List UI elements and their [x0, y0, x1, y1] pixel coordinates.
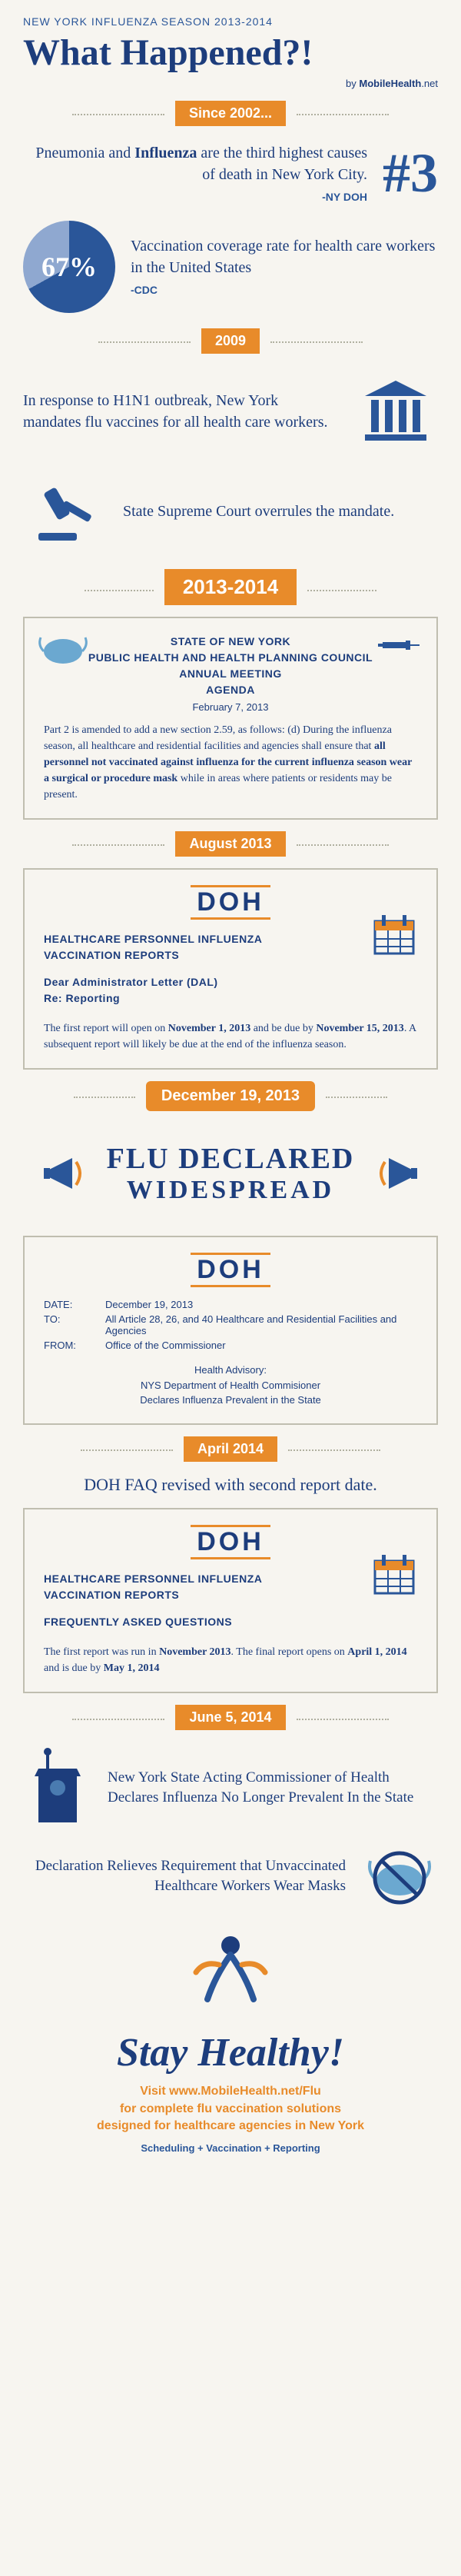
mask-icon — [36, 630, 90, 668]
doc-header: STATE OF NEW YORK PUBLIC HEALTH AND HEAL… — [44, 634, 417, 698]
divider: April 2014 — [23, 1436, 438, 1462]
mandate-text: In response to H1N1 outbreak, New York m… — [23, 390, 338, 433]
doc-date: February 7, 2013 — [44, 701, 417, 713]
source-nydoh: -NY DOH — [23, 190, 367, 205]
overrule-text: State Supreme Court overrules the mandat… — [123, 501, 438, 522]
page-title: What Happened?! — [23, 32, 438, 74]
memo-advisory: Health Advisory: NYS Department of Healt… — [44, 1363, 417, 1408]
section-2009-overrule: State Supreme Court overrules the mandat… — [23, 469, 438, 554]
stay-healthy: Stay Healthy! — [23, 2030, 438, 2075]
doh-logo: DOH — [191, 1253, 270, 1287]
byline: by MobileHealth.net — [23, 78, 438, 89]
tag-2013-2014: 2013-2014 — [164, 569, 297, 605]
person-star-icon — [184, 1922, 277, 2015]
doc-apr-2014: DOH HEALTHCARE PERSONNEL INFLUENZA VACCI… — [23, 1508, 438, 1693]
bullhorn-right-icon — [370, 1147, 423, 1200]
doc-body: Part 2 is amended to add a new section 2… — [44, 722, 417, 803]
tag-2009: 2009 — [201, 328, 260, 354]
divider: 2013-2014 — [23, 569, 438, 605]
no-mask-icon — [361, 1845, 438, 1907]
pie-label: 67% — [41, 251, 97, 283]
calendar-icon — [371, 1552, 417, 1598]
syringe-icon — [375, 630, 421, 661]
rank-badge: #3 — [383, 141, 438, 205]
doc-body: The first report will open on November 1… — [44, 1020, 417, 1053]
section-since-2002: Pneumonia and Influenza are the third hi… — [23, 141, 438, 205]
doc-dec-2013: DOH DATE:December 19, 2013 TO:All Articl… — [23, 1236, 438, 1425]
coverage-text: Vaccination coverage rate for health car… — [131, 235, 438, 298]
section-jun-2014-b: Declaration Relieves Requirement that Un… — [23, 1845, 438, 1907]
flu-declared-row: FLU DECLARED WIDESPREAD — [23, 1123, 438, 1224]
divider: Since 2002... — [23, 101, 438, 126]
tag-apr-2014: April 2014 — [184, 1436, 277, 1462]
header: NEW YORK INFLUENZA SEASON 2013-2014 What… — [23, 15, 438, 89]
calendar-icon — [371, 912, 417, 958]
divider: June 5, 2014 — [23, 1705, 438, 1730]
divider: August 2013 — [23, 831, 438, 857]
memo-grid: DATE:December 19, 2013 TO:All Article 28… — [44, 1299, 417, 1351]
gavel-icon — [23, 469, 108, 554]
infographic-page: NEW YORK INFLUENZA SEASON 2013-2014 What… — [0, 0, 461, 2185]
flu-declared-text: FLU DECLARED WIDESPREAD — [107, 1142, 355, 1205]
doh-logo: DOH — [191, 1525, 270, 1559]
since-2002-text: Pneumonia and Influenza are the third hi… — [23, 142, 367, 205]
subtitle: NEW YORK INFLUENZA SEASON 2013-2014 — [23, 15, 438, 28]
section-2009-mandate: In response to H1N1 outbreak, New York m… — [23, 369, 438, 454]
source-cdc: -CDC — [131, 283, 438, 298]
tag-since-2002: Since 2002... — [175, 101, 286, 126]
bullhorn-left-icon — [38, 1147, 91, 1200]
jun-text-2: Declaration Relieves Requirement that Un… — [23, 1856, 346, 1897]
doc-title: HEALTHCARE PERSONNEL INFLUENZA VACCINATI… — [44, 931, 290, 964]
section-jun-2014-a: New York State Acting Commissioner of He… — [23, 1746, 438, 1830]
re-line: Re: Reporting — [44, 990, 417, 1007]
tag-jun-2014: June 5, 2014 — [175, 1705, 285, 1730]
doc-council-agenda: STATE OF NEW YORK PUBLIC HEALTH AND HEAL… — [23, 617, 438, 820]
faq-line: FREQUENTLY ASKED QUESTIONS — [44, 1614, 417, 1630]
jun-text-1: New York State Acting Commissioner of He… — [108, 1768, 438, 1809]
doh-logo: DOH — [191, 885, 270, 920]
footer-link: Visit www.MobileHealth.net/Flu for compl… — [23, 2083, 438, 2135]
divider: 2009 — [23, 328, 438, 354]
section-coverage: 67% Vaccination coverage rate for health… — [23, 221, 438, 313]
tag-aug-2013: August 2013 — [175, 831, 285, 857]
doc-body: The first report was run in November 201… — [44, 1644, 417, 1676]
pie-chart-67: 67% — [23, 221, 115, 313]
doc-aug-2013: DOH HEALTHCARE PERSONNEL INFLUENZA VACCI… — [23, 868, 438, 1070]
dal-line: Dear Administrator Letter (DAL) — [44, 974, 417, 990]
building-icon — [353, 369, 438, 454]
apr-2014-line: DOH FAQ revised with second report date. — [23, 1473, 438, 1497]
doc-title: HEALTHCARE PERSONNEL INFLUENZA VACCINATI… — [44, 1571, 290, 1603]
divider: December 19, 2013 — [23, 1081, 438, 1111]
footer-tag: Scheduling + Vaccination + Reporting — [23, 2142, 438, 2154]
podium-icon — [23, 1746, 92, 1830]
tag-dec-2013: December 19, 2013 — [146, 1081, 315, 1111]
